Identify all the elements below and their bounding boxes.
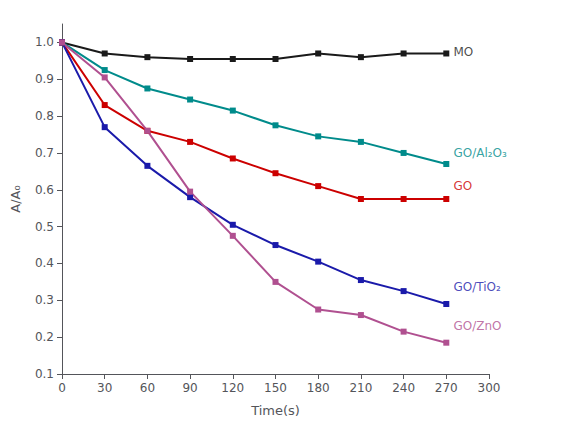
svg-text:Time(s): Time(s) [250, 403, 300, 418]
svg-text:0.7: 0.7 [35, 146, 54, 160]
svg-text:MO: MO [453, 45, 473, 59]
svg-text:0.8: 0.8 [35, 109, 54, 123]
svg-text:270: 270 [435, 381, 458, 395]
svg-text:0.6: 0.6 [35, 183, 54, 197]
svg-text:30: 30 [97, 381, 112, 395]
svg-text:A/A₀: A/A₀ [8, 185, 23, 212]
svg-text:0: 0 [58, 381, 66, 395]
svg-text:0.5: 0.5 [35, 220, 54, 234]
svg-text:240: 240 [392, 381, 415, 395]
svg-text:GO: GO [453, 179, 472, 193]
svg-text:GO/Al₂O₃: GO/Al₂O₃ [453, 146, 507, 160]
svg-text:90: 90 [182, 381, 197, 395]
svg-text:0.9: 0.9 [35, 72, 54, 86]
svg-text:210: 210 [349, 381, 372, 395]
svg-text:0.2: 0.2 [35, 330, 54, 344]
svg-text:GO/TiO₂: GO/TiO₂ [453, 280, 501, 294]
svg-text:GO/ZnO: GO/ZnO [453, 319, 501, 333]
svg-text:0.1: 0.1 [35, 367, 54, 381]
svg-text:60: 60 [140, 381, 155, 395]
svg-text:0.4: 0.4 [35, 256, 54, 270]
svg-text:120: 120 [221, 381, 244, 395]
svg-text:180: 180 [307, 381, 330, 395]
svg-text:0.3: 0.3 [35, 293, 54, 307]
svg-text:150: 150 [264, 381, 287, 395]
svg-text:300: 300 [478, 381, 501, 395]
svg-text:1.0: 1.0 [35, 35, 54, 49]
